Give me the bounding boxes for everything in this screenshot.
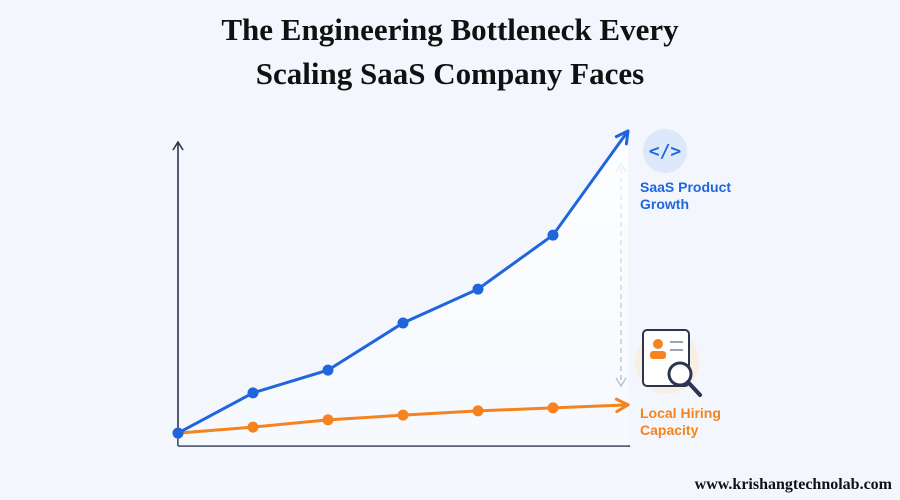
arrow-head [614,129,630,146]
point [547,402,559,414]
point [397,409,409,421]
magnifier [667,361,693,387]
point [472,405,484,417]
decor: </> [172,129,702,447]
point [322,364,334,376]
label-line: Capacity [640,422,699,438]
chart-title: The Engineering Bottleneck Every Scaling… [221,12,679,91]
footer: www.krishangtechnolab.com [694,476,892,493]
label-line: Growth [640,196,689,212]
y-axis-arrow [172,140,184,151]
code-icon-glyph: </> [649,141,682,162]
point [547,229,559,241]
series-label: SaaS Product Growth [640,179,731,212]
point [397,317,409,329]
code-icon [643,129,687,173]
point [322,414,334,426]
magnifier-handle [686,380,702,397]
doc-icon-person [653,339,663,349]
growth-area [178,131,628,446]
label-line: Local Hiring [640,405,721,421]
arrow-head [614,397,630,414]
doc-icon-person [650,351,666,359]
point [247,421,259,433]
series-label: Local Hiring Capacity [640,405,721,438]
point [247,387,259,399]
point [172,427,184,439]
label-line: SaaS Product [640,179,731,195]
point [472,283,484,295]
